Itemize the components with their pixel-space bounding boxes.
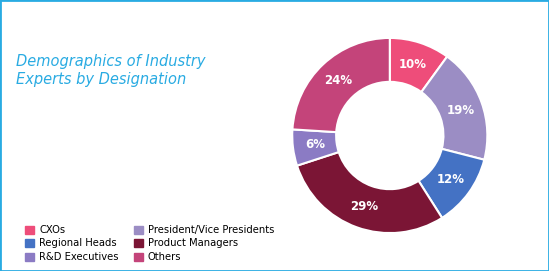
Wedge shape <box>297 152 442 233</box>
Text: 12%: 12% <box>436 173 464 186</box>
Legend: CXOs, Regional Heads, R&D Executives, President/Vice Presidents, Product Manager: CXOs, Regional Heads, R&D Executives, Pr… <box>21 221 278 266</box>
Wedge shape <box>292 129 339 166</box>
Text: 19%: 19% <box>446 104 474 117</box>
Wedge shape <box>418 149 484 218</box>
Wedge shape <box>293 38 390 132</box>
Text: 10%: 10% <box>399 57 427 70</box>
Wedge shape <box>390 38 447 92</box>
Text: 24%: 24% <box>324 74 352 87</box>
Wedge shape <box>421 57 488 160</box>
Text: 6%: 6% <box>305 138 325 151</box>
Text: Demographics of Industry
Experts by Designation: Demographics of Industry Experts by Desi… <box>16 54 206 87</box>
Text: 29%: 29% <box>350 200 378 213</box>
